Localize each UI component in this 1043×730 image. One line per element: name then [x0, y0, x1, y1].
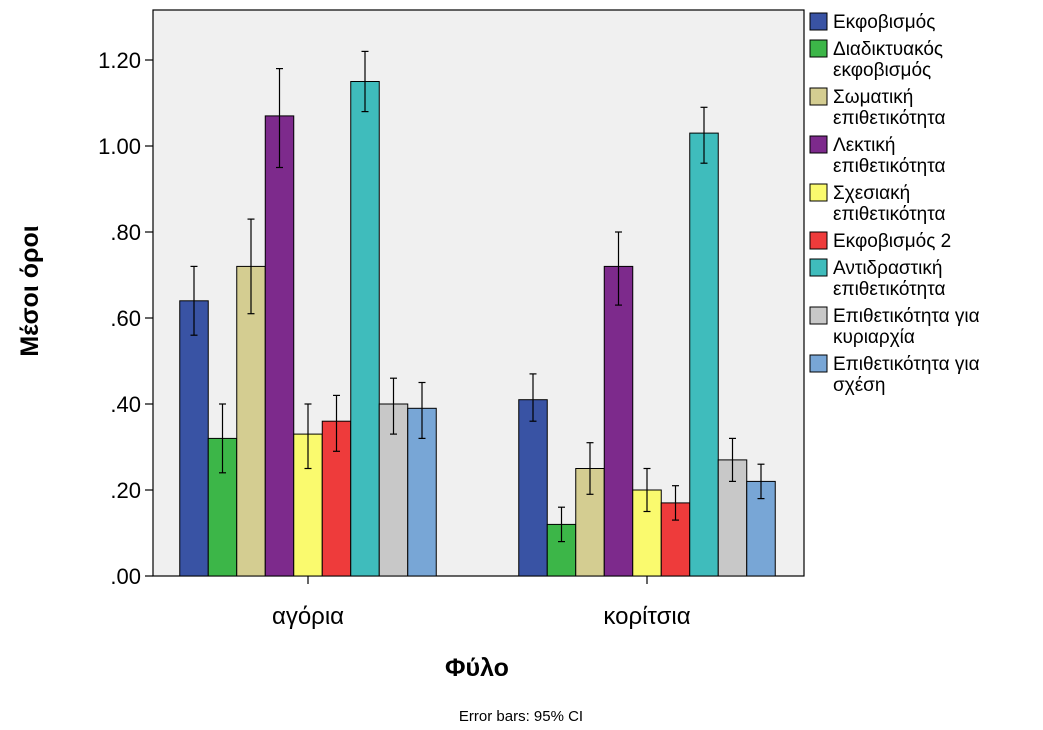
y-tick-label: .60: [110, 306, 141, 331]
bar: [264, 115, 295, 577]
legend-label: Εκφοβισμός 2: [833, 231, 951, 252]
legend-label: επιθετικότητα: [833, 108, 945, 129]
legend-swatch: [809, 12, 828, 31]
y-tick-label: 1.20: [98, 48, 141, 73]
y-tick-label: 1.00: [98, 134, 141, 159]
bar: [603, 265, 634, 577]
y-tick-label: .00: [110, 564, 141, 589]
legend-swatch: [809, 87, 828, 106]
x-axis: αγόρια κορίτσια: [272, 576, 691, 630]
legend-label: Διαδικτυακός: [833, 39, 943, 60]
legend-swatch: [809, 306, 828, 325]
legend-label: σχέση: [833, 375, 885, 396]
legend-swatch: [809, 183, 828, 202]
legend-label: επιθετικότητα: [833, 204, 945, 225]
legend-label: Επιθετικότητα για: [833, 306, 980, 327]
legend-swatch: [809, 39, 828, 58]
legend-label: Λεκτική: [833, 135, 895, 156]
legend-label: Αντιδραστική: [833, 258, 942, 279]
legend-swatch: [809, 354, 828, 373]
x-tick-label: κορίτσια: [603, 603, 690, 630]
bar: [350, 81, 380, 577]
legend-swatch: [809, 135, 828, 154]
legend-label: εκφοβισμός: [833, 60, 931, 81]
legend-label: κυριαρχία: [833, 327, 915, 348]
bar: [689, 132, 719, 577]
legend-label: Εκφοβισμός: [833, 12, 935, 33]
y-axis: .00 .20 .40 .60 .80 1.00 1.20: [98, 48, 153, 589]
bar: [518, 399, 548, 577]
legend-label: Σωματική: [833, 87, 913, 108]
bar: [179, 300, 209, 577]
legend-label: επιθετικότητα: [833, 156, 945, 177]
x-tick-label: αγόρια: [272, 603, 344, 630]
bars-layer: [179, 50, 776, 577]
legend-label: Επιθετικότητα για: [833, 354, 980, 375]
legend-swatch: [809, 231, 828, 250]
footnote: Error bars: 95% CI: [459, 708, 583, 725]
legend-label: επιθετικότητα: [833, 279, 945, 300]
legend-swatch: [809, 258, 828, 277]
y-tick-label: .20: [110, 478, 141, 503]
x-axis-title: Φύλο: [445, 654, 509, 682]
legend-label: Σχεσιακή: [833, 183, 910, 204]
y-tick-label: .80: [110, 220, 141, 245]
y-tick-label: .40: [110, 392, 141, 417]
y-axis-title: Μέσοι όροι: [16, 225, 44, 356]
